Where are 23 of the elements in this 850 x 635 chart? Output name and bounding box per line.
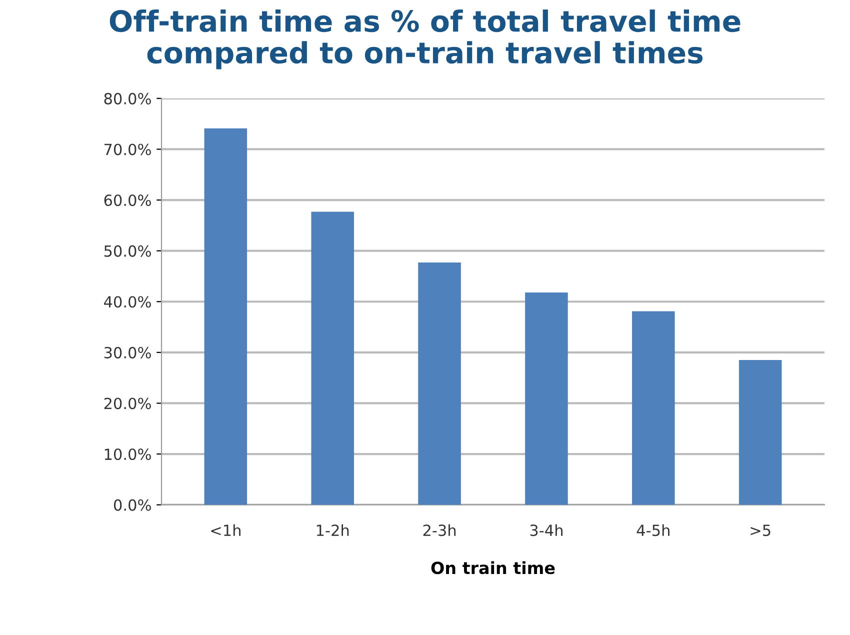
bar [525,292,568,505]
x-tick-label: 2-3h [423,524,456,536]
y-tick-label: 60.0% [104,194,151,206]
x-tick-label: 4-5h [636,524,670,536]
bar [311,212,354,505]
bar [738,360,782,505]
x-tick-label: 1-2h [316,524,349,536]
y-tick-label: 10.0% [104,448,151,460]
y-tick-label: 50.0% [104,245,151,257]
bar [204,128,248,505]
chart-title: Off-train time as % of total travel time compared to on-train travel times [110,10,740,70]
x-tick-label: >5 [750,524,770,536]
bar [632,311,675,505]
y-tick-label: 40.0% [104,296,151,308]
y-tick-label: 30.0% [104,346,151,358]
y-tick-label: 70.0% [104,144,151,156]
x-tick-label: 3-4h [530,524,562,536]
y-tick-label: 20.0% [104,398,151,410]
y-tick-label: 80.0% [104,92,151,104]
bar [418,262,461,505]
x-tick-label: <1h [211,524,240,536]
y-tick-label: 0.0% [114,499,151,511]
x-axis-title: On train time [431,561,555,574]
